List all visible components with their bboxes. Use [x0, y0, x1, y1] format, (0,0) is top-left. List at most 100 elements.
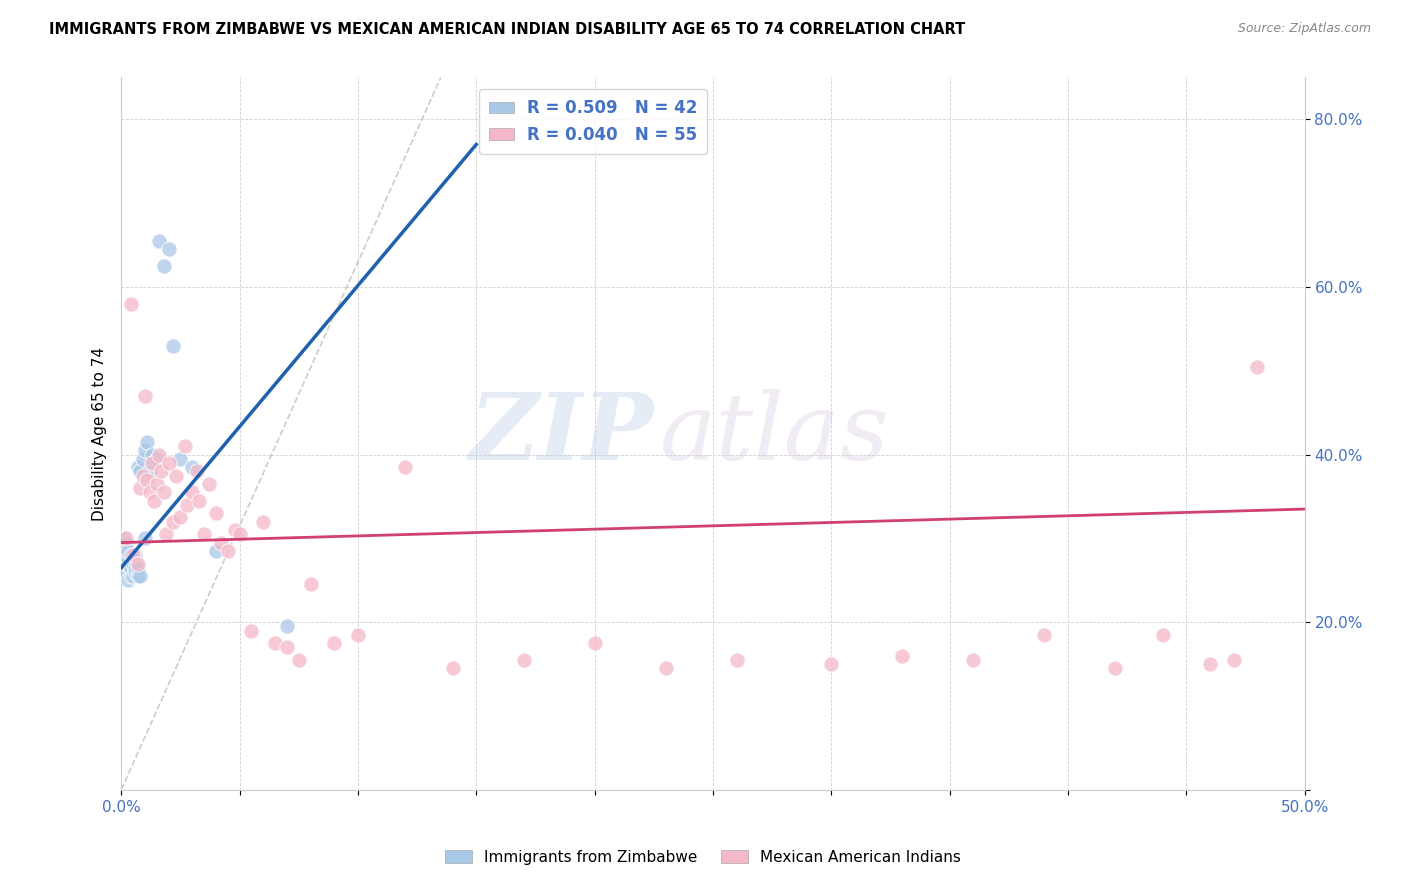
Point — [347, 628, 370, 642]
Point — [127, 569, 149, 583]
Point — [181, 485, 204, 500]
Point — [124, 565, 146, 579]
Point — [127, 560, 149, 574]
Point — [145, 451, 167, 466]
Point — [138, 464, 160, 478]
Point — [122, 557, 145, 571]
Point — [186, 464, 208, 478]
Point — [240, 624, 263, 638]
Point — [120, 548, 142, 562]
Point — [224, 523, 246, 537]
Point — [134, 389, 156, 403]
Point — [141, 456, 163, 470]
Point — [153, 485, 176, 500]
Point — [188, 493, 211, 508]
Point — [138, 485, 160, 500]
Point — [131, 451, 153, 466]
Point — [153, 259, 176, 273]
Text: IMMIGRANTS FROM ZIMBABWE VS MEXICAN AMERICAN INDIAN DISABILITY AGE 65 TO 74 CORR: IMMIGRANTS FROM ZIMBABWE VS MEXICAN AMER… — [49, 22, 966, 37]
Point — [394, 460, 416, 475]
Point — [1104, 661, 1126, 675]
Point — [129, 569, 152, 583]
Legend: Immigrants from Zimbabwe, Mexican American Indians: Immigrants from Zimbabwe, Mexican Americ… — [439, 844, 967, 871]
Point — [165, 468, 187, 483]
Point — [115, 532, 138, 546]
Point — [117, 552, 139, 566]
Point — [169, 510, 191, 524]
Point — [323, 636, 346, 650]
Point — [264, 636, 287, 650]
Point — [150, 464, 173, 478]
Point — [129, 464, 152, 478]
Point — [145, 477, 167, 491]
Point — [122, 569, 145, 583]
Text: ZIP: ZIP — [470, 389, 654, 479]
Point — [117, 574, 139, 588]
Point — [198, 477, 221, 491]
Point — [162, 515, 184, 529]
Point — [115, 557, 138, 571]
Point — [169, 451, 191, 466]
Point — [162, 338, 184, 352]
Point — [120, 297, 142, 311]
Point — [127, 557, 149, 571]
Point — [127, 460, 149, 475]
Point — [115, 535, 138, 549]
Point — [583, 636, 606, 650]
Point — [136, 435, 159, 450]
Point — [725, 653, 748, 667]
Point — [115, 544, 138, 558]
Point — [115, 565, 138, 579]
Point — [176, 498, 198, 512]
Point — [276, 619, 298, 633]
Point — [174, 439, 197, 453]
Point — [143, 456, 166, 470]
Point — [141, 448, 163, 462]
Point — [1033, 628, 1056, 642]
Point — [122, 552, 145, 566]
Point — [1152, 628, 1174, 642]
Point — [1222, 653, 1244, 667]
Point — [205, 544, 228, 558]
Point — [1199, 657, 1222, 672]
Point — [217, 544, 239, 558]
Point — [441, 661, 464, 675]
Text: atlas: atlas — [659, 389, 889, 479]
Point — [654, 661, 676, 675]
Point — [136, 473, 159, 487]
Point — [124, 548, 146, 562]
Point — [143, 493, 166, 508]
Point — [148, 448, 170, 462]
Point — [1246, 359, 1268, 374]
Point — [299, 577, 322, 591]
Point — [228, 527, 250, 541]
Point — [287, 653, 309, 667]
Point — [131, 468, 153, 483]
Point — [117, 557, 139, 571]
Point — [962, 653, 984, 667]
Point — [112, 548, 135, 562]
Point — [134, 443, 156, 458]
Point — [252, 515, 274, 529]
Point — [129, 481, 152, 495]
Point — [120, 565, 142, 579]
Point — [276, 640, 298, 655]
Point — [148, 234, 170, 248]
Point — [209, 535, 232, 549]
Point — [112, 532, 135, 546]
Point — [157, 456, 180, 470]
Point — [124, 560, 146, 574]
Point — [181, 460, 204, 475]
Text: Source: ZipAtlas.com: Source: ZipAtlas.com — [1237, 22, 1371, 36]
Y-axis label: Disability Age 65 to 74: Disability Age 65 to 74 — [93, 347, 107, 521]
Point — [205, 506, 228, 520]
Point — [120, 560, 142, 574]
Point — [122, 548, 145, 562]
Point — [134, 532, 156, 546]
Point — [820, 657, 842, 672]
Point — [512, 653, 534, 667]
Point — [112, 560, 135, 574]
Legend: R = 0.509   N = 42, R = 0.040   N = 55: R = 0.509 N = 42, R = 0.040 N = 55 — [478, 89, 707, 153]
Point — [157, 242, 180, 256]
Point — [120, 569, 142, 583]
